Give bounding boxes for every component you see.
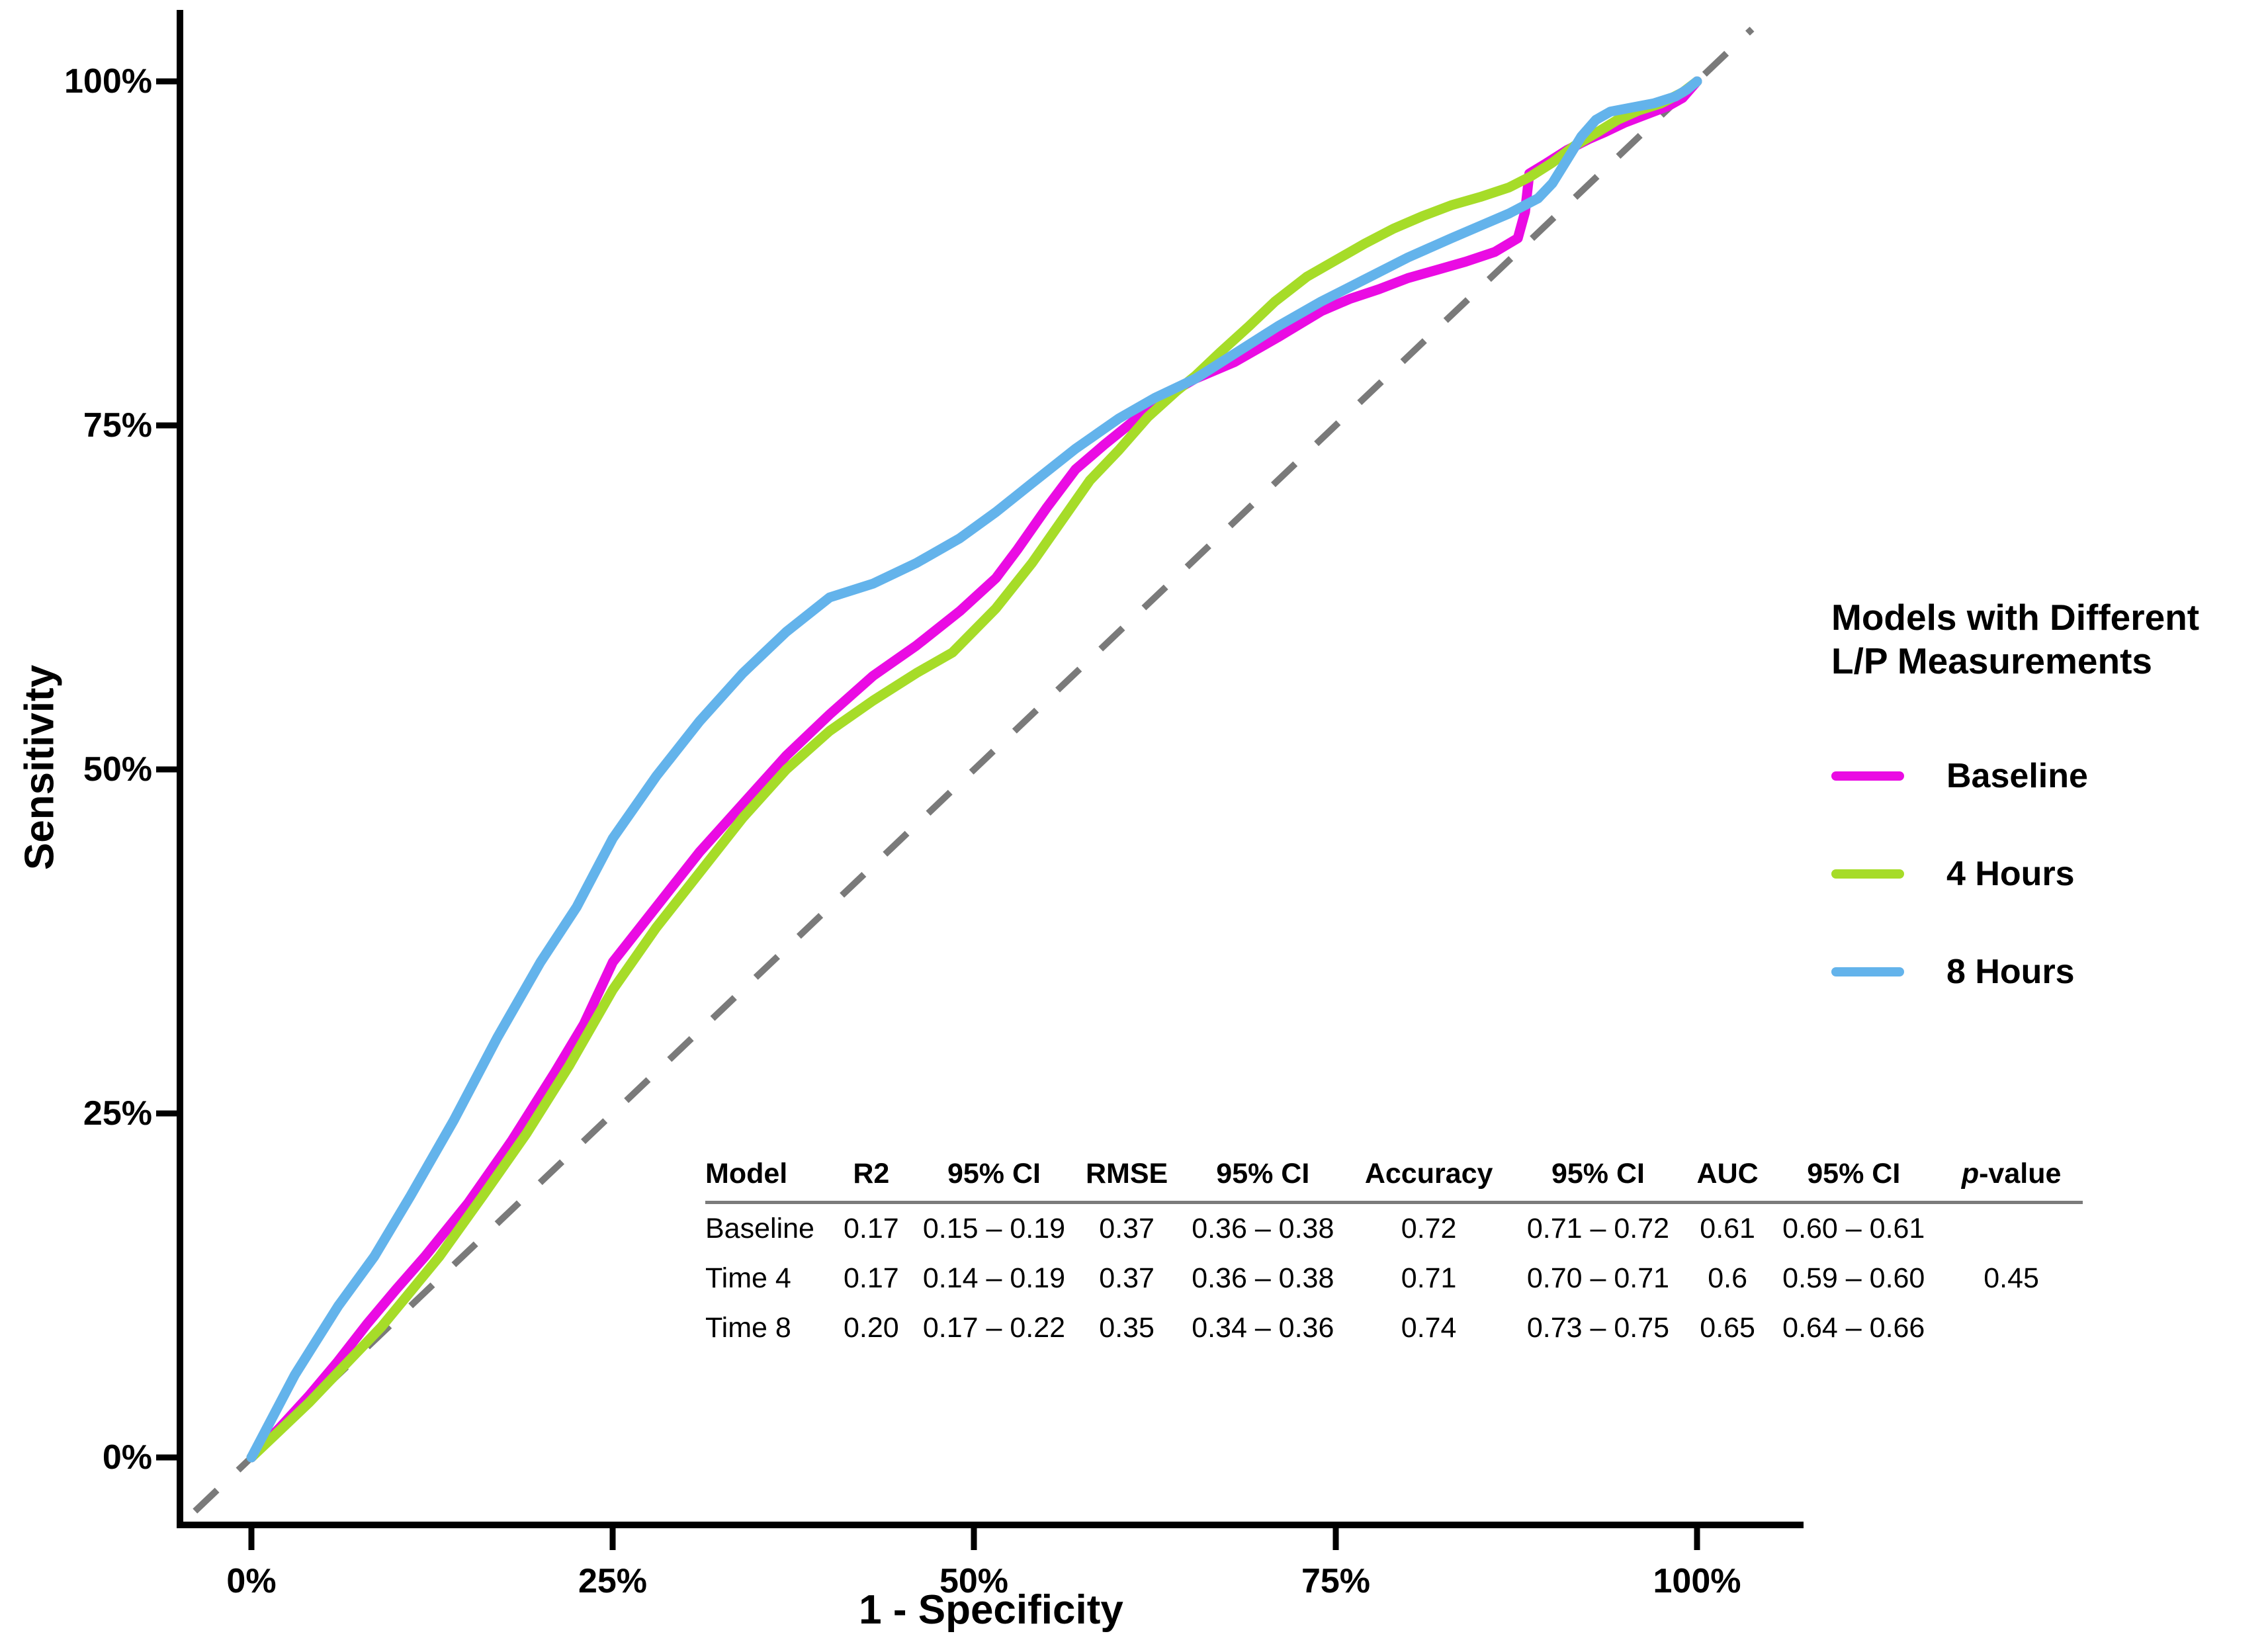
stats-cell: 0.6 bbox=[1708, 1262, 1748, 1294]
stats-cell: 0.15 – 0.19 bbox=[922, 1213, 1066, 1244]
x-axis-title: 1 - Specificity bbox=[859, 1587, 1123, 1633]
stats-cell: 0.34 – 0.36 bbox=[1192, 1312, 1334, 1344]
legend-swatch-4-hours bbox=[1831, 869, 1904, 879]
stats-cell: 0.74 bbox=[1401, 1312, 1457, 1344]
y-tick-label-25: 25% bbox=[83, 1094, 152, 1133]
legend-label: 8 Hours bbox=[1946, 953, 2075, 991]
stats-cell: 0.71 – 0.72 bbox=[1526, 1213, 1670, 1244]
stats-row-time-8: Time 8 0.20 0.17 – 0.22 0.35 0.34 – 0.36 0.74… bbox=[705, 1303, 2083, 1353]
legend-label: 4 Hours bbox=[1946, 855, 2075, 893]
stats-cell: 0.37 bbox=[1099, 1213, 1155, 1244]
stats-cell: 0.17 – 0.22 bbox=[922, 1312, 1066, 1344]
stats-row-time-4: Time 4 0.17 0.14 – 0.19 0.37 0.36 – 0.38 0.71… bbox=[705, 1254, 2083, 1303]
legend-title: Models with Different L/P Measurements bbox=[1831, 595, 2268, 683]
stats-col-header: Model bbox=[705, 1158, 788, 1190]
stats-cell: 0.20 bbox=[843, 1312, 899, 1344]
stats-cell: 0.45 bbox=[1984, 1262, 2039, 1294]
stats-col-header: 95% CI bbox=[1807, 1158, 1901, 1190]
legend-swatch-8-hours bbox=[1831, 967, 1904, 976]
x-tick-label-100: 100% bbox=[1653, 1562, 1741, 1600]
stats-cell: 0.72 bbox=[1401, 1213, 1457, 1244]
legend-item-8-hours: 8 Hours bbox=[1831, 951, 2268, 992]
stats-col-header: AUC bbox=[1696, 1158, 1759, 1190]
stats-cell: 0.35 bbox=[1099, 1312, 1155, 1344]
x-tick-label-25: 25% bbox=[578, 1562, 648, 1600]
stats-col-header: R2 bbox=[853, 1158, 890, 1190]
stats-row-baseline: Baseline 0.17 0.15 – 0.19 0.37 0.36 – 0.38 0.… bbox=[705, 1203, 2083, 1254]
stats-cell: 0.17 bbox=[843, 1213, 899, 1244]
legend-items: Baseline 4 Hours 8 Hours bbox=[1831, 756, 2268, 992]
stats-cell: 0.60 – 0.61 bbox=[1782, 1213, 1925, 1244]
legend-title-line2: L/P Measurements bbox=[1831, 640, 2153, 681]
y-tick-label-0: 0% bbox=[102, 1438, 152, 1477]
roc-curve-8-hours bbox=[246, 76, 1702, 1463]
reference-diagonal bbox=[193, 26, 1755, 1514]
x-tick-label-50: 50% bbox=[939, 1562, 1009, 1600]
x-tick-label-75: 75% bbox=[1301, 1562, 1371, 1600]
stats-cell: 0.36 – 0.38 bbox=[1192, 1262, 1334, 1294]
legend-title-line1: Models with Different bbox=[1831, 597, 2200, 638]
stats-col-header: 95% CI bbox=[947, 1158, 1041, 1190]
y-tick-label-75: 75% bbox=[83, 406, 152, 445]
stats-cell: 0.65 bbox=[1700, 1312, 1755, 1344]
stats-cell: 0.70 – 0.71 bbox=[1526, 1262, 1670, 1294]
stats-cell: 0.37 bbox=[1099, 1262, 1155, 1294]
model-stats-table: Model R2 95% CI RMSE 95% CI Accuracy 95% CI AUC… bbox=[705, 1158, 2083, 1353]
stats-cell: 0.64 – 0.66 bbox=[1782, 1312, 1925, 1344]
stats-cell: Time 8 bbox=[705, 1312, 791, 1344]
y-axis-title: Sensitivity bbox=[17, 664, 63, 871]
y-tick-label-100: 100% bbox=[64, 62, 152, 101]
stats-cell bbox=[1940, 1303, 2083, 1353]
stats-cell: 0.73 – 0.75 bbox=[1526, 1312, 1670, 1344]
stats-col-header: 95% CI bbox=[1216, 1158, 1310, 1190]
stats-header-row: Model R2 95% CI RMSE 95% CI Accuracy 95% CI AUC… bbox=[705, 1158, 2083, 1203]
x-tick-label-0: 0% bbox=[226, 1562, 277, 1600]
stats-col-header: 95% CI bbox=[1551, 1158, 1645, 1190]
stats-cell: 0.14 – 0.19 bbox=[922, 1262, 1066, 1294]
stats-cell: 0.17 bbox=[843, 1262, 899, 1294]
legend-item-4-hours: 4 Hours bbox=[1831, 853, 2268, 894]
legend-item-baseline: Baseline bbox=[1831, 756, 2268, 797]
stats-col-header: RMSE bbox=[1085, 1158, 1168, 1190]
stats-cell: Time 4 bbox=[705, 1262, 791, 1294]
stats-cell: Baseline bbox=[705, 1213, 814, 1244]
stats-cell bbox=[1940, 1203, 2083, 1254]
stats-cell: 0.59 – 0.60 bbox=[1782, 1262, 1925, 1294]
roc-curve-4-hours bbox=[246, 76, 1702, 1463]
legend: Models with Different L/P Measurements B… bbox=[1831, 595, 2268, 1049]
legend-label: Baseline bbox=[1946, 757, 2088, 795]
legend-swatch-baseline bbox=[1831, 771, 1904, 781]
stats-cell: 0.36 – 0.38 bbox=[1192, 1213, 1334, 1244]
stats-cell: 0.61 bbox=[1700, 1213, 1755, 1244]
stats-col-header: Accuracy bbox=[1364, 1158, 1493, 1190]
stats-cell: 0.71 bbox=[1401, 1262, 1457, 1294]
stats-col-header: p-value bbox=[1961, 1158, 2062, 1190]
y-tick-label-50: 50% bbox=[83, 750, 152, 789]
